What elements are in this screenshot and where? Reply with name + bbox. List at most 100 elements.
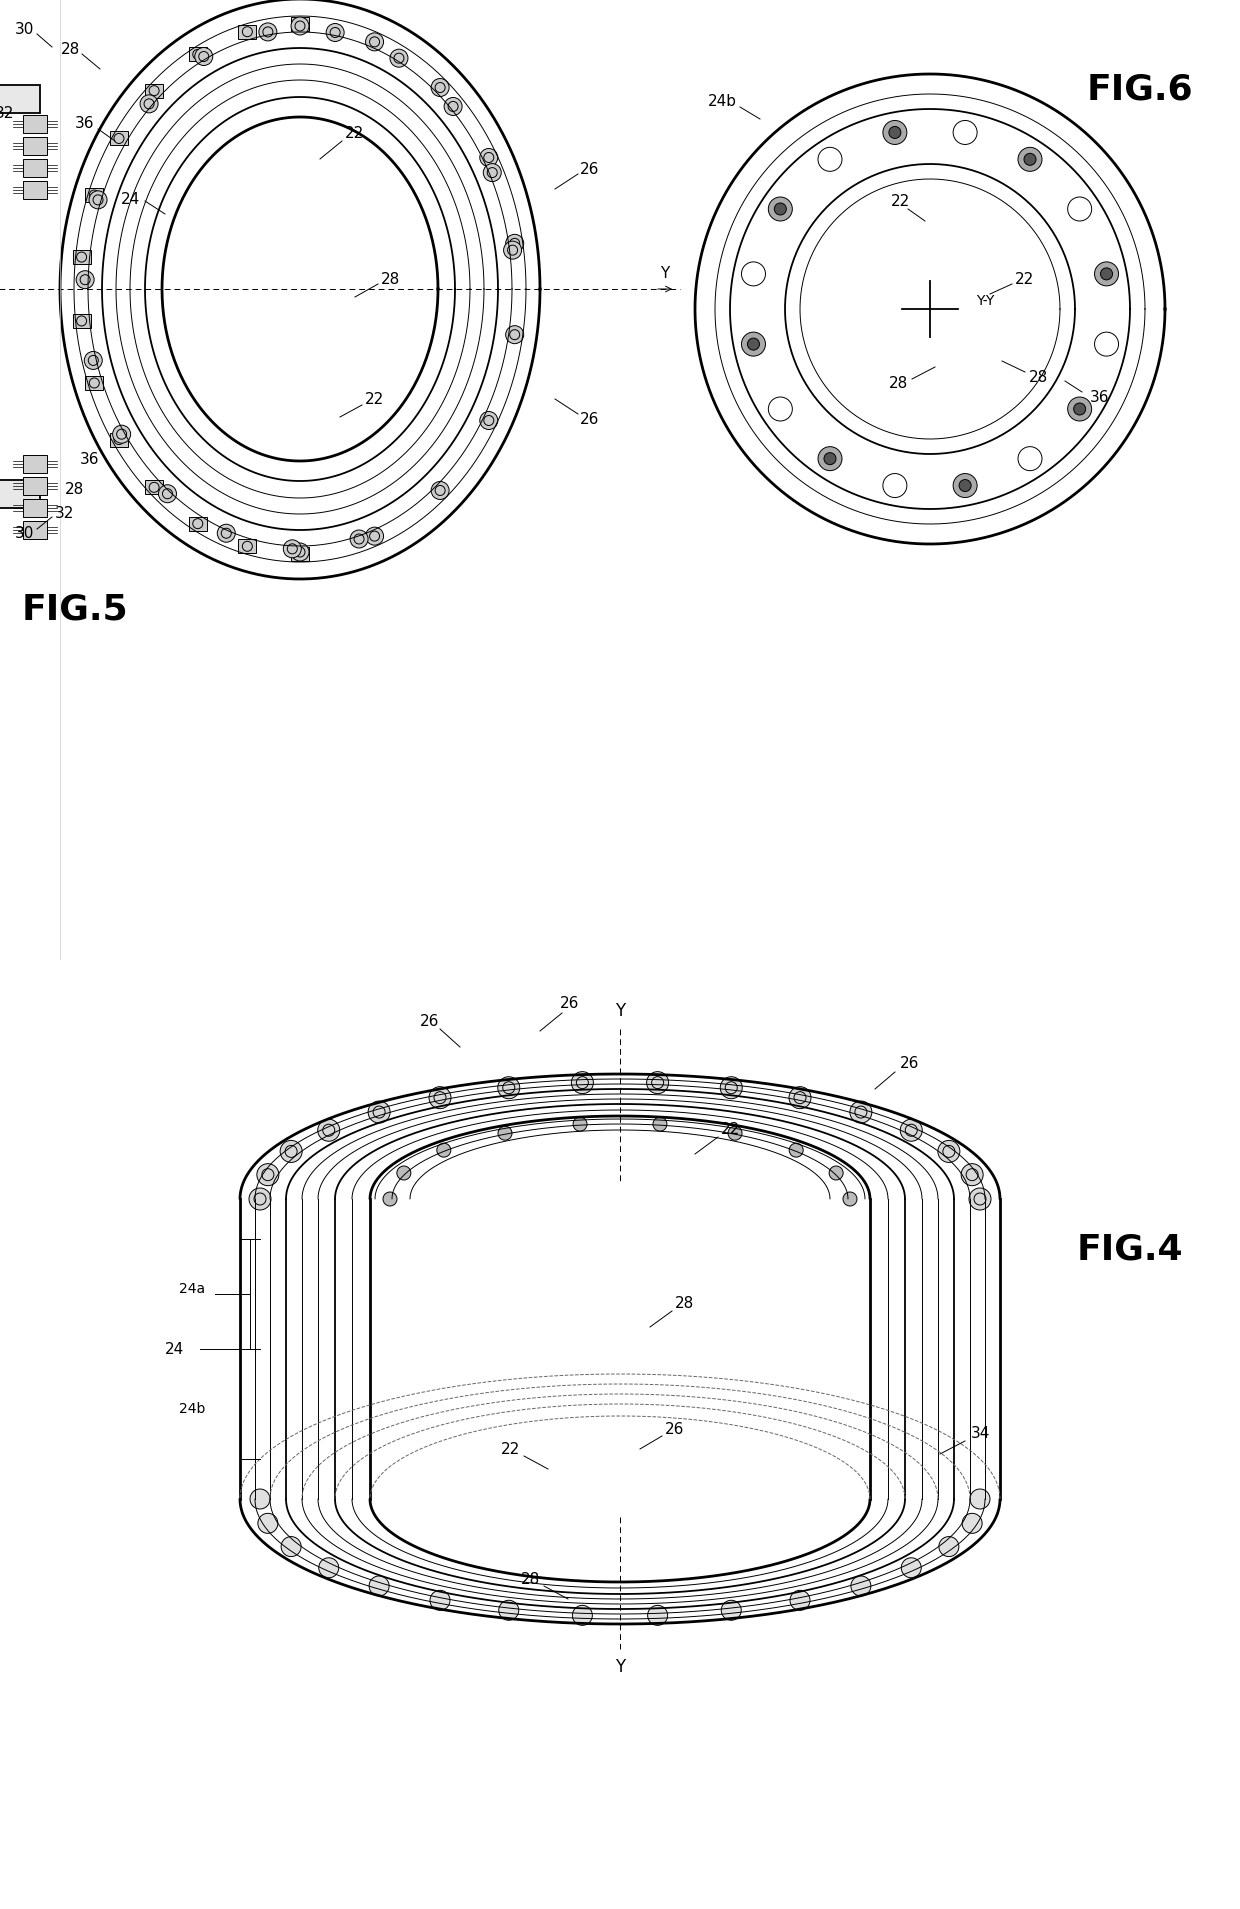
Bar	[238, 25, 257, 38]
Circle shape	[429, 1086, 451, 1109]
Circle shape	[430, 1590, 450, 1611]
Circle shape	[89, 191, 107, 208]
Bar	[73, 313, 91, 328]
Circle shape	[748, 338, 759, 349]
Circle shape	[889, 126, 901, 139]
Circle shape	[1074, 403, 1086, 414]
Circle shape	[283, 540, 301, 557]
Circle shape	[217, 525, 236, 542]
Circle shape	[843, 1191, 857, 1206]
Circle shape	[962, 1514, 982, 1533]
Text: 28: 28	[61, 42, 79, 57]
Circle shape	[954, 473, 977, 498]
Circle shape	[961, 1164, 983, 1185]
Circle shape	[789, 1086, 811, 1109]
Circle shape	[444, 97, 463, 115]
Circle shape	[436, 1143, 451, 1157]
Circle shape	[76, 271, 94, 288]
Circle shape	[498, 1600, 518, 1621]
Circle shape	[291, 542, 309, 561]
Text: 26: 26	[580, 162, 600, 176]
Text: 24b: 24b	[179, 1401, 205, 1416]
Circle shape	[195, 48, 213, 65]
Text: Y: Y	[615, 1659, 625, 1676]
Circle shape	[647, 1605, 667, 1625]
Bar	[73, 250, 91, 263]
Circle shape	[370, 1577, 389, 1596]
Bar	[145, 481, 164, 494]
Circle shape	[249, 1187, 272, 1210]
Circle shape	[258, 1514, 278, 1533]
Text: Y: Y	[615, 1002, 625, 1019]
Circle shape	[250, 1489, 270, 1508]
Circle shape	[1068, 197, 1091, 221]
Text: 22: 22	[720, 1121, 739, 1136]
Circle shape	[432, 481, 449, 500]
Circle shape	[503, 241, 522, 260]
Circle shape	[366, 32, 383, 52]
Text: FIG.5: FIG.5	[21, 592, 128, 626]
Text: 24b: 24b	[708, 94, 737, 109]
Circle shape	[959, 479, 971, 491]
Text: FIG.4: FIG.4	[1076, 1231, 1183, 1266]
Text: 22: 22	[346, 126, 365, 141]
Text: 24: 24	[120, 191, 140, 206]
Text: 32: 32	[0, 107, 15, 122]
Circle shape	[849, 1101, 872, 1122]
Text: 36: 36	[81, 452, 99, 466]
Circle shape	[506, 326, 523, 344]
Circle shape	[830, 1166, 843, 1180]
Text: 26: 26	[900, 1056, 920, 1071]
Circle shape	[1101, 267, 1112, 281]
Text: 26: 26	[666, 1422, 684, 1436]
Circle shape	[646, 1071, 668, 1094]
Circle shape	[742, 332, 765, 357]
Circle shape	[968, 1187, 991, 1210]
Bar	[24, 158, 47, 178]
Circle shape	[383, 1191, 397, 1206]
Circle shape	[573, 1605, 593, 1625]
Text: 26: 26	[420, 1014, 440, 1029]
Bar	[24, 521, 47, 538]
Text: 24a: 24a	[179, 1283, 205, 1296]
Circle shape	[480, 149, 497, 166]
Circle shape	[317, 1119, 340, 1142]
Circle shape	[389, 50, 408, 67]
Bar	[0, 86, 40, 113]
Text: 36: 36	[1090, 389, 1110, 405]
Bar	[24, 477, 47, 494]
Bar	[86, 187, 103, 202]
Text: 28: 28	[381, 271, 399, 286]
Bar	[291, 17, 309, 31]
Text: 22: 22	[366, 391, 384, 407]
Bar	[188, 517, 207, 531]
Text: 28: 28	[888, 376, 908, 391]
Bar	[24, 137, 47, 155]
Circle shape	[432, 78, 449, 97]
Circle shape	[939, 1537, 959, 1556]
Text: 30: 30	[15, 21, 35, 36]
Circle shape	[368, 1101, 391, 1122]
Circle shape	[281, 1537, 301, 1556]
Circle shape	[1018, 147, 1042, 172]
Text: 28: 28	[66, 481, 84, 496]
Circle shape	[326, 23, 345, 42]
Text: 34: 34	[971, 1426, 990, 1441]
Text: 22: 22	[890, 193, 910, 208]
Text: 28: 28	[676, 1296, 694, 1311]
Circle shape	[742, 262, 765, 286]
Circle shape	[259, 23, 277, 40]
Bar	[110, 433, 128, 447]
Circle shape	[653, 1117, 667, 1132]
Circle shape	[140, 95, 157, 113]
Bar	[24, 498, 47, 517]
Circle shape	[722, 1600, 742, 1621]
Bar	[188, 48, 207, 61]
Text: 22: 22	[501, 1441, 520, 1457]
Circle shape	[257, 1164, 279, 1185]
Circle shape	[883, 120, 906, 145]
Circle shape	[769, 397, 792, 422]
Text: 26: 26	[560, 996, 579, 1012]
Circle shape	[497, 1077, 520, 1100]
Circle shape	[937, 1140, 960, 1163]
